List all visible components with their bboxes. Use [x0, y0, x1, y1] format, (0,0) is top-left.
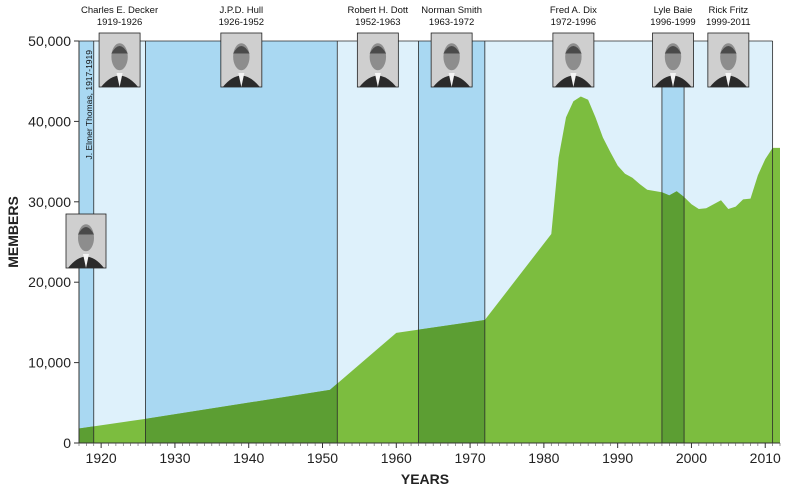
- portrait-photo: [430, 32, 473, 88]
- y-tick-label: 30,000: [28, 194, 71, 210]
- leader-name: Lyle Baie: [654, 5, 693, 16]
- portrait-hair: [443, 45, 460, 54]
- leader-name: Norman Smith: [421, 5, 482, 16]
- x-tick-label: 1940: [233, 450, 264, 466]
- leader-name: J.P.D. Hull: [220, 5, 264, 16]
- portrait-hair: [720, 45, 737, 54]
- leader-name: Rick Fritz: [709, 5, 749, 16]
- x-axis-title: YEARS: [401, 471, 449, 487]
- leader-portraits: J. Elmer Thomas, 1917-1919 Charles E. Dec…: [65, 5, 751, 269]
- leader-name: Charles E. Decker: [81, 5, 158, 16]
- leader-years: 1999-2011: [706, 17, 751, 28]
- leader-name: Fred A. Dix: [550, 5, 597, 16]
- leader-years: 1952-1963: [355, 17, 400, 28]
- leader-name: Robert H. Dott: [347, 5, 408, 16]
- x-tick-label: 1990: [602, 450, 633, 466]
- x-tick-label: 1970: [455, 450, 486, 466]
- portrait-photo: [220, 32, 263, 88]
- leader-years: 1972-1996: [551, 17, 596, 28]
- leader-name-vertical: J. Elmer Thomas, 1917-1919: [84, 50, 94, 160]
- x-tick-label: 2000: [676, 450, 707, 466]
- portrait-hair: [565, 45, 582, 54]
- x-tick-label: 1960: [381, 450, 412, 466]
- x-tick-label: 1920: [86, 450, 117, 466]
- portrait-shirt: [116, 72, 123, 87]
- portrait-photo: [356, 32, 399, 88]
- portrait-photo: [552, 32, 595, 88]
- portrait-photo: [652, 32, 694, 88]
- portrait-shirt: [670, 72, 677, 87]
- y-axis-title: MEMBERS: [5, 196, 21, 268]
- y-tick-label: 40,000: [28, 113, 71, 129]
- portrait-hair: [78, 226, 94, 235]
- portrait-shirt: [374, 72, 381, 87]
- portrait-photo: [707, 32, 750, 88]
- x-tick-label: 1980: [528, 450, 559, 466]
- portrait-photo: [98, 32, 141, 88]
- portrait-shirt: [83, 253, 89, 268]
- y-tick-label: 50,000: [28, 33, 71, 49]
- portrait-shirt: [238, 72, 245, 87]
- x-tick-label: 1930: [159, 450, 190, 466]
- leader-years: 1996-1999: [650, 17, 695, 28]
- axes: 0 10,000 20,000 30,000 40,000 50,000 1920 1930 1…: [28, 33, 781, 466]
- y-tick-label: 10,000: [28, 355, 71, 371]
- leader-years: 1919-1926: [97, 17, 142, 28]
- x-tick-label: 1950: [307, 450, 338, 466]
- membership-area-fill: [79, 96, 780, 443]
- tenure-band: [145, 41, 338, 443]
- portrait-hair: [664, 45, 682, 54]
- portrait-hair: [233, 45, 250, 54]
- portrait-photo: [65, 213, 107, 269]
- leader-years: 1926-1952: [219, 17, 264, 28]
- x-tick-label: 2010: [750, 450, 781, 466]
- portrait-hair: [111, 45, 128, 54]
- portrait-shirt: [448, 72, 455, 87]
- portrait-hair: [369, 45, 387, 54]
- portrait-shirt: [570, 72, 577, 87]
- y-tick-label: 20,000: [28, 274, 71, 290]
- y-tick-label: 0: [63, 435, 71, 451]
- leader-years: 1963-1972: [429, 17, 474, 28]
- portrait-shirt: [725, 72, 732, 87]
